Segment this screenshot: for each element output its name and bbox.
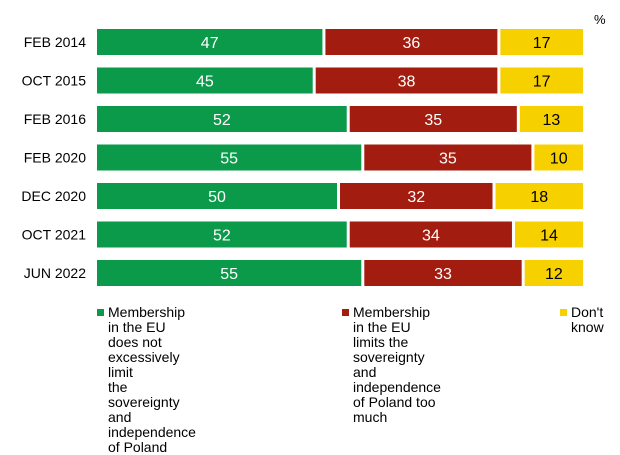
bar-segment bbox=[349, 106, 517, 132]
bar-segment bbox=[519, 106, 583, 132]
bar-segment bbox=[534, 144, 583, 171]
legend-label-not-limit: Membership in the EU does not excessivel… bbox=[108, 304, 196, 455]
data-label: 52 bbox=[213, 112, 231, 129]
unit-label: % bbox=[594, 12, 606, 27]
bar-segment bbox=[500, 29, 583, 55]
bar-segment bbox=[340, 183, 493, 209]
data-label: 55 bbox=[220, 151, 238, 168]
data-label: 14 bbox=[540, 228, 558, 245]
category-label: DEC 2020 bbox=[21, 188, 86, 204]
data-label: 33 bbox=[434, 266, 452, 283]
bar-segment bbox=[97, 260, 362, 286]
bar-segment bbox=[524, 260, 583, 286]
data-label: 38 bbox=[398, 74, 416, 91]
bar-segment bbox=[364, 260, 522, 286]
category-label: OCT 2021 bbox=[22, 227, 87, 243]
data-label: 13 bbox=[543, 112, 561, 129]
category-label: FEB 2016 bbox=[24, 111, 86, 127]
bar-segment bbox=[495, 183, 583, 209]
category-label: FEB 2020 bbox=[24, 150, 86, 166]
bar-segment bbox=[97, 106, 347, 132]
data-label: 50 bbox=[208, 189, 226, 206]
category-label: JUN 2022 bbox=[24, 265, 86, 281]
data-label: 10 bbox=[550, 151, 568, 168]
data-label: 17 bbox=[533, 74, 551, 91]
legend-label-limits-too-much: Membership in the EU limits the sovereig… bbox=[353, 304, 441, 425]
data-label: 47 bbox=[201, 35, 219, 52]
data-label: 35 bbox=[424, 112, 442, 129]
category-label: OCT 2015 bbox=[22, 73, 87, 89]
data-label: 17 bbox=[533, 35, 551, 52]
data-label: 18 bbox=[530, 189, 548, 206]
data-label: 34 bbox=[422, 228, 440, 245]
legend-swatch-yellow bbox=[560, 309, 567, 316]
bar-segment bbox=[325, 29, 498, 55]
bar-segment bbox=[97, 144, 362, 171]
bar-segment bbox=[364, 144, 532, 171]
data-label: 55 bbox=[220, 266, 238, 283]
data-label: 52 bbox=[213, 228, 231, 245]
data-label: 45 bbox=[196, 74, 214, 91]
bar-segment bbox=[500, 67, 583, 94]
bar-segment bbox=[315, 67, 498, 94]
bar-segment bbox=[97, 221, 347, 248]
bar-segment bbox=[97, 183, 337, 209]
stacked-bar-chart: FEB 2014 47 36 17 OCT 2015 45 38 17 FEB 2016 52 35… bbox=[21, 29, 583, 286]
data-label: 35 bbox=[439, 151, 457, 168]
category-label: FEB 2014 bbox=[24, 34, 86, 50]
bar-segment bbox=[514, 221, 583, 248]
data-label: 12 bbox=[545, 266, 563, 283]
data-label: 32 bbox=[407, 189, 425, 206]
legend-label-dont-know: Don't know bbox=[571, 304, 604, 335]
bar-segment bbox=[349, 221, 512, 248]
legend-swatch-red bbox=[342, 309, 349, 316]
legend-swatch-green bbox=[97, 309, 104, 316]
data-label: 36 bbox=[403, 35, 421, 52]
bar-segment bbox=[97, 29, 323, 55]
bar-segment bbox=[97, 67, 313, 94]
